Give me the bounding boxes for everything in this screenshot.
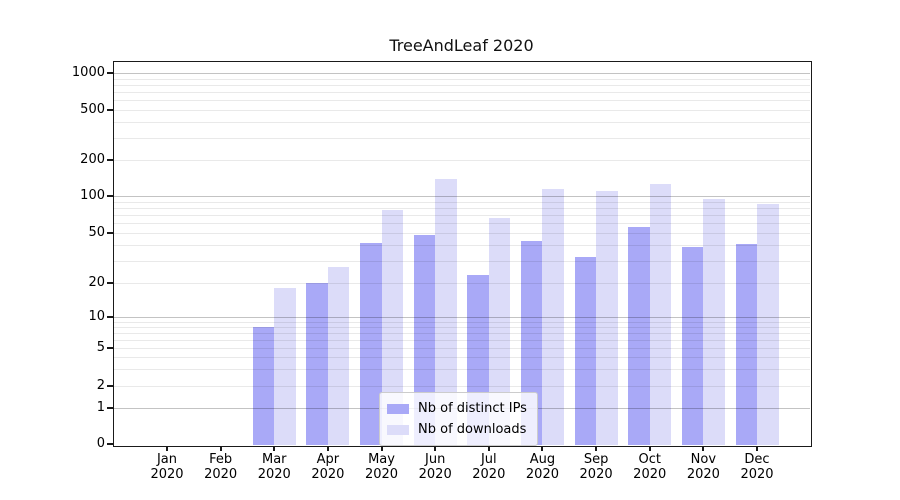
gridline-5 (113, 348, 810, 349)
ytick-label-2: 2 (96, 378, 105, 393)
gridline-200 (113, 160, 810, 161)
gridline-300 (113, 138, 810, 139)
gridline-60 (113, 223, 810, 224)
bar-downloads-oct (649, 184, 672, 445)
gridline-600 (113, 100, 810, 101)
gridline-40 (113, 245, 810, 246)
gridline-8 (113, 327, 810, 328)
gridline-7 (113, 333, 810, 334)
gridline-100 (113, 196, 810, 197)
ytick-label-20: 20 (88, 275, 105, 290)
xtick-mark-apr (326, 446, 329, 451)
xtick-label-aug: Aug 2020 (525, 452, 559, 482)
gridline-70 (113, 215, 810, 216)
ytick-mark-5 (107, 347, 113, 349)
ytick-label-1000: 1000 (71, 65, 105, 80)
ytick-mark-2 (107, 385, 113, 387)
ytick-mark-50 (107, 232, 113, 234)
bar-downloads-nov (703, 198, 725, 445)
xtick-label-dec: Dec 2020 (740, 452, 774, 482)
bar-ips-apr (306, 283, 328, 445)
legend-swatch-downloads (387, 424, 409, 435)
bar-downloads-mar (274, 288, 296, 445)
gridline-2 (113, 386, 810, 387)
bar-ips-nov (681, 246, 704, 445)
gridline-3 (113, 369, 810, 370)
gridline-900 (113, 79, 810, 80)
xtick-mark-jun (434, 446, 437, 451)
bar-ips-dec (735, 243, 757, 445)
gridline-9 (113, 322, 810, 323)
xtick-mark-jan (166, 446, 168, 451)
legend: Nb of distinct IPs Nb of downloads (379, 392, 538, 446)
ytick-mark-0 (107, 443, 113, 445)
ytick-mark-500 (107, 109, 113, 111)
bar-downloads-dec (757, 204, 779, 445)
gridline-20 (113, 283, 810, 284)
legend-swatch-distinct-ips (387, 403, 409, 414)
gridline-6 (113, 340, 810, 341)
ytick-mark-10 (107, 316, 113, 318)
legend-row-distinct-ips: Nb of distinct IPs (387, 398, 527, 419)
gridline-800 (113, 85, 810, 86)
ytick-label-100: 100 (80, 188, 105, 203)
gridline-80 (113, 208, 810, 209)
xtick-label-nov: Nov 2020 (686, 452, 720, 482)
ytick-mark-20 (107, 282, 113, 284)
xtick-mark-feb (219, 446, 222, 451)
gridline-700 (113, 92, 810, 93)
ytick-label-200: 200 (80, 152, 105, 167)
xtick-label-jan: Jan 2020 (150, 452, 184, 482)
xtick-mark-mar (273, 446, 276, 451)
gridline-30 (113, 261, 810, 262)
xtick-label-jun: Jun 2020 (418, 452, 452, 482)
bar-ips-oct (628, 226, 650, 445)
ytick-mark-1000 (107, 72, 113, 74)
xtick-label-oct: Oct 2020 (633, 452, 667, 482)
bar-downloads-jul (488, 218, 511, 445)
gridline-500 (113, 110, 810, 111)
xtick-mark-aug (541, 446, 544, 451)
bar-downloads-apr (327, 266, 350, 445)
xtick-mark-sep (595, 446, 598, 451)
xtick-mark-oct (648, 446, 651, 451)
legend-row-downloads: Nb of downloads (387, 419, 527, 440)
bar-downloads-sep (596, 191, 618, 445)
gridline-4 (113, 357, 810, 358)
ytick-label-5: 5 (96, 340, 105, 355)
ytick-label-500: 500 (80, 102, 105, 117)
xtick-label-jul: Jul 2020 (472, 452, 506, 482)
bar-downloads-may (381, 209, 404, 445)
chart-title: TreeAndLeaf 2020 (389, 36, 534, 55)
bar-downloads-aug (542, 188, 564, 445)
ytick-label-50: 50 (88, 225, 105, 240)
ytick-label-0: 0 (96, 436, 105, 451)
ytick-mark-200 (107, 159, 113, 161)
bar-ips-sep (574, 257, 597, 445)
legend-label-distinct-ips: Nb of distinct IPs (418, 401, 527, 416)
xtick-label-feb: Feb 2020 (204, 452, 238, 482)
gridline-10 (113, 317, 810, 318)
legend-label-downloads: Nb of downloads (418, 422, 527, 437)
xtick-mark-may (380, 446, 383, 451)
xtick-label-sep: Sep 2020 (579, 452, 613, 482)
ytick-mark-1 (107, 407, 113, 409)
bar-downloads-jun (435, 179, 457, 445)
xtick-mark-jul (487, 446, 490, 451)
ytick-label-10: 10 (88, 309, 105, 324)
ytick-mark-100 (107, 195, 113, 197)
xtick-mark-dec (756, 446, 758, 451)
gridline-400 (113, 122, 810, 123)
gridline-50 (113, 233, 810, 234)
xtick-label-may: May 2020 (364, 452, 399, 482)
gridline-90 (113, 202, 810, 203)
xtick-mark-nov (702, 446, 705, 451)
bar-ips-may (360, 242, 382, 445)
xtick-label-apr: Apr 2020 (311, 452, 345, 482)
xtick-label-mar: Mar 2020 (257, 452, 291, 482)
gridline-1000 (113, 73, 810, 74)
ytick-label-1: 1 (96, 400, 105, 415)
bar-ips-mar (252, 326, 275, 445)
